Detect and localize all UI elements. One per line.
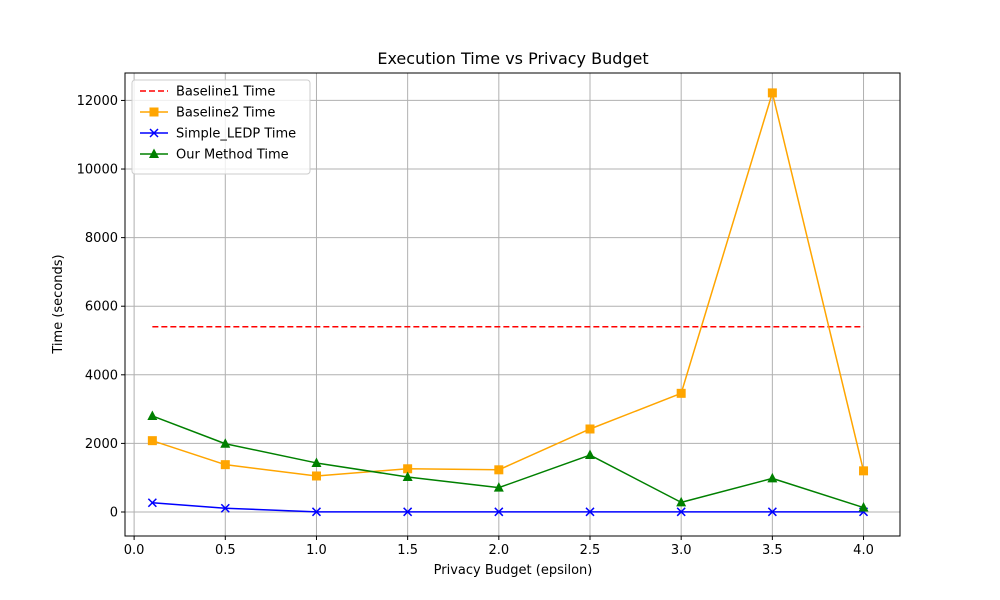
data-point bbox=[676, 496, 687, 507]
x-tick-label: 1.5 bbox=[397, 543, 418, 558]
data-point bbox=[402, 471, 413, 482]
legend-item: Our Method Time bbox=[140, 148, 289, 163]
data-point bbox=[585, 449, 595, 460]
legend-label: Our Method Time bbox=[176, 148, 289, 163]
data-point bbox=[676, 507, 686, 517]
y-tick-label: 10000 bbox=[77, 163, 118, 178]
data-point bbox=[585, 424, 595, 434]
data-point bbox=[585, 507, 595, 517]
x-marker-stroke bbox=[676, 507, 686, 517]
data-point bbox=[147, 498, 157, 508]
data-point bbox=[147, 436, 157, 446]
y-axis-label: Time (seconds) bbox=[51, 254, 66, 354]
data-point bbox=[767, 88, 777, 98]
x-marker-stroke bbox=[403, 507, 413, 517]
x-tick-label: 0.0 bbox=[124, 543, 145, 558]
y-tick-label: 2000 bbox=[85, 437, 118, 452]
data-point bbox=[311, 457, 322, 467]
x-tick-label: 1.0 bbox=[306, 543, 327, 558]
legend: Baseline1 Time Baseline2 Time Simple_LEDP … bbox=[131, 79, 311, 175]
data-point bbox=[493, 482, 504, 492]
data-point bbox=[403, 464, 413, 474]
data-point bbox=[767, 507, 777, 517]
x-marker-stroke bbox=[767, 507, 777, 517]
legend-label: Baseline1 Time bbox=[176, 85, 275, 100]
axis-ticks: 0.0 0.5 1.0 1.5 2.0 2.5 3.0 3.5 4.0 0 2000 4000 6000… bbox=[77, 94, 874, 558]
legend-label: Baseline2 Time bbox=[176, 106, 275, 121]
data-point bbox=[220, 460, 230, 470]
x-marker-stroke bbox=[585, 507, 595, 517]
data-point bbox=[220, 503, 230, 513]
legend-item: Baseline1 Time bbox=[140, 85, 275, 100]
y-tick-label: 0 bbox=[110, 505, 118, 520]
data-point bbox=[311, 507, 322, 517]
x-marker-stroke bbox=[311, 507, 322, 517]
series-baseline2-time bbox=[147, 88, 869, 481]
x-marker-stroke bbox=[494, 507, 504, 517]
data-point bbox=[220, 438, 231, 448]
x-tick-label: 3.5 bbox=[762, 543, 783, 558]
data-point bbox=[676, 388, 686, 398]
data-point bbox=[403, 507, 413, 517]
x-tick-label: 2.0 bbox=[488, 543, 509, 558]
series-our-method-time bbox=[147, 410, 869, 512]
chart-title: Execution Time vs Privacy Budget bbox=[377, 49, 648, 68]
x-tick-label: 4.0 bbox=[853, 543, 874, 558]
x-tick-label: 2.5 bbox=[580, 543, 601, 558]
y-tick-label: 8000 bbox=[85, 231, 118, 246]
x-tick-label: 3.0 bbox=[671, 543, 692, 558]
x-marker-stroke bbox=[147, 498, 157, 508]
legend-marker bbox=[149, 148, 159, 158]
data-point bbox=[147, 410, 158, 420]
y-tick-label: 4000 bbox=[85, 368, 118, 383]
legend-label: Simple_LEDP Time bbox=[176, 127, 296, 142]
x-marker-stroke bbox=[149, 128, 159, 138]
data-point bbox=[858, 502, 869, 512]
data-point bbox=[494, 507, 504, 517]
data-point bbox=[859, 466, 869, 476]
legend-item: Baseline2 Time bbox=[140, 106, 275, 121]
x-axis-label: Privacy Budget (epsilon) bbox=[434, 563, 593, 578]
legend-marker bbox=[149, 128, 159, 138]
y-tick-label: 12000 bbox=[77, 94, 118, 109]
x-marker-stroke bbox=[220, 503, 230, 513]
data-point bbox=[311, 471, 321, 481]
data-point bbox=[767, 472, 778, 483]
y-tick-label: 6000 bbox=[85, 300, 118, 315]
data-point bbox=[494, 465, 504, 475]
plot-frame bbox=[124, 72, 901, 537]
legend-item: Simple_LEDP Time bbox=[140, 127, 296, 142]
legend-marker bbox=[149, 107, 159, 117]
legend-box bbox=[131, 79, 311, 175]
x-tick-label: 0.5 bbox=[215, 543, 236, 558]
series-group bbox=[147, 88, 869, 517]
